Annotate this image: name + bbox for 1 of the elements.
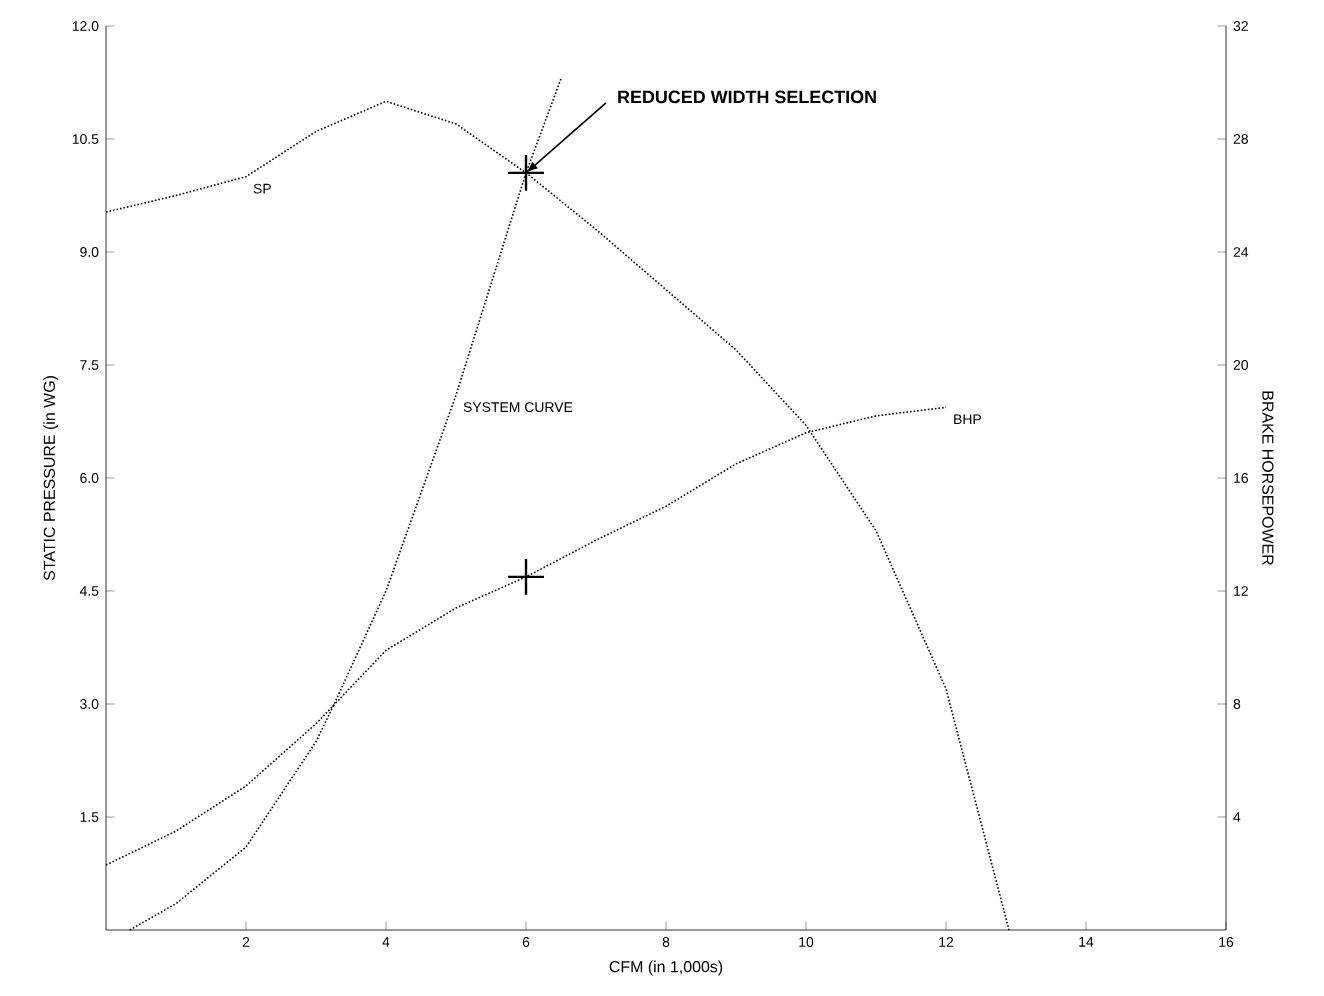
annotation: REDUCED WIDTH SELECTION <box>618 90 876 104</box>
